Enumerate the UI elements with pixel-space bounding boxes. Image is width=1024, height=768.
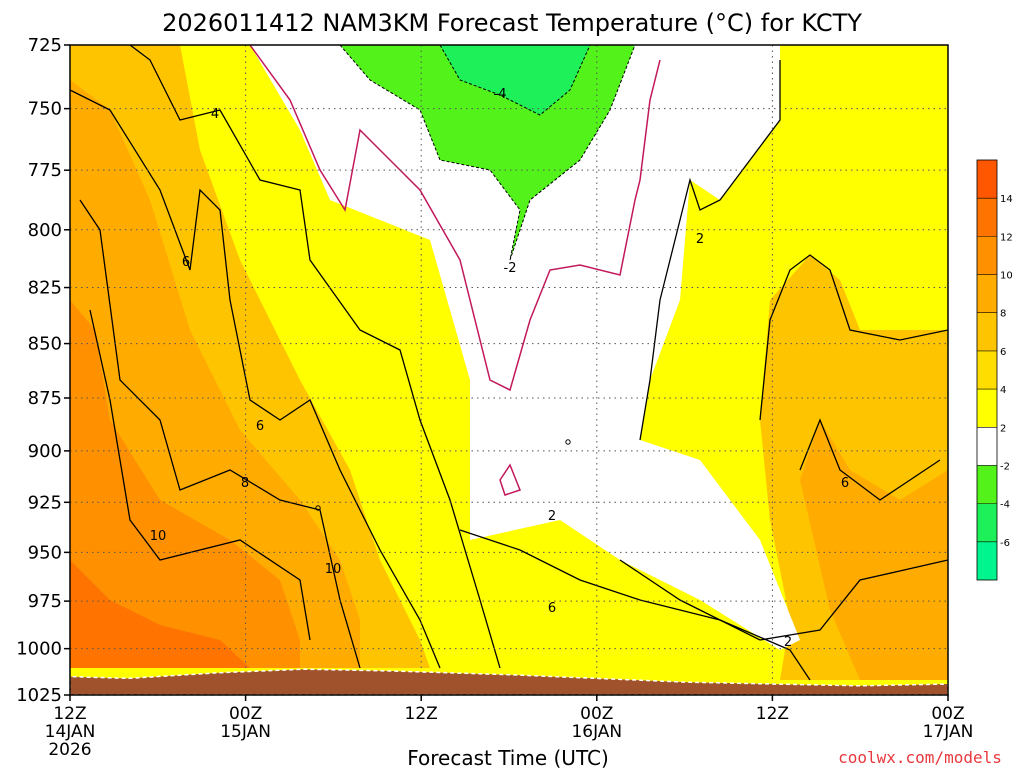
colorbar-segment bbox=[977, 541, 997, 580]
colorbar-tick-label: 8 bbox=[1000, 309, 1006, 320]
colorbar-tick-label: 4 bbox=[1000, 385, 1006, 396]
cold-isotherms bbox=[339, 45, 636, 261]
freezing-line-left bbox=[249, 45, 661, 392]
contour-label: 6 bbox=[182, 255, 190, 270]
colorbar-tick-label: -6 bbox=[1000, 538, 1010, 549]
freezing-contours bbox=[249, 45, 661, 496]
plot-area: -4 -2 4 6 6 8 10 10 6 2 6 2 2 bbox=[69, 44, 949, 696]
colorbar-tick-label: 6 bbox=[1000, 347, 1006, 358]
y-tick-label: 725 bbox=[28, 35, 62, 56]
colorbar-segment bbox=[977, 389, 997, 428]
colorbar-tick-label: -4 bbox=[1000, 500, 1010, 511]
x-tick-label: 12Z bbox=[53, 704, 86, 724]
colorbar-tick-label: 2 bbox=[1000, 423, 1006, 434]
y-tick-label: 875 bbox=[28, 388, 62, 409]
contour-label: 6 bbox=[841, 476, 849, 491]
x-tick-label: 16JAN bbox=[571, 722, 622, 742]
y-tick-label: 800 bbox=[28, 220, 62, 241]
x-tick-label: 15JAN bbox=[220, 722, 271, 742]
colorbar-tick-label: 10 bbox=[1000, 271, 1013, 282]
y-tick-label: 925 bbox=[28, 492, 62, 513]
contour-dot bbox=[565, 439, 571, 445]
contour-label: -2 bbox=[504, 261, 517, 276]
contour-dot bbox=[315, 505, 321, 511]
contour-label: 10 bbox=[325, 562, 342, 577]
contour-label: -4 bbox=[494, 87, 507, 102]
contour-labels: -4 -2 4 6 6 8 10 10 6 2 6 2 2 bbox=[150, 87, 849, 650]
warm-region-left-hot bbox=[70, 300, 300, 668]
y-tick-label: 900 bbox=[28, 441, 62, 462]
x-tick-label: 12Z bbox=[405, 704, 438, 724]
contour-label: 8 bbox=[241, 476, 249, 491]
x-tick-label: 14JAN bbox=[45, 722, 96, 742]
x-tick-label: 17JAN bbox=[923, 722, 974, 742]
x-tick-label: 12Z bbox=[756, 704, 789, 724]
isotherm-2 bbox=[459, 529, 811, 681]
contour-label: 2 bbox=[784, 635, 792, 650]
isotherm-10-left bbox=[89, 309, 311, 641]
x-tick-label: 00Z bbox=[580, 704, 613, 724]
ground-terrain bbox=[69, 668, 949, 696]
colorbar-segment bbox=[977, 427, 997, 466]
contour-label: 6 bbox=[548, 601, 556, 616]
contour-label: 6 bbox=[256, 419, 264, 434]
colorbar-tick-label: 12 bbox=[1000, 232, 1013, 243]
chart-title: 2026011412 NAM3KM Forecast Temperature (… bbox=[162, 9, 862, 37]
green-zone-core bbox=[440, 45, 590, 115]
credit-text: coolwx.com/models bbox=[838, 748, 1002, 767]
isotherm-6-right bbox=[799, 418, 941, 501]
warm-regions bbox=[70, 45, 948, 680]
colorbar-segment bbox=[977, 236, 997, 275]
colorbar-frame bbox=[976, 159, 998, 581]
isotherm-4-lower bbox=[619, 559, 948, 641]
contour-label: 2 bbox=[548, 509, 556, 524]
grid-lines bbox=[70, 45, 948, 695]
colorbar-segment bbox=[977, 312, 997, 351]
colorbar-segment bbox=[977, 274, 997, 313]
contour-label: 2 bbox=[696, 232, 704, 247]
y-tick-label: 975 bbox=[28, 591, 62, 612]
colorbar-segment bbox=[977, 350, 997, 390]
y-tick-label: 825 bbox=[28, 278, 62, 299]
green-zone bbox=[340, 45, 635, 260]
x-axis-label: Forecast Time (UTC) bbox=[407, 746, 609, 768]
colorbar-segment bbox=[977, 503, 997, 542]
y-tick-label: 775 bbox=[28, 160, 62, 181]
isotherm-2-right bbox=[639, 60, 781, 441]
y-tick-label: 1000 bbox=[16, 639, 62, 660]
white-zone bbox=[250, 45, 800, 650]
y-tick-label: 850 bbox=[28, 334, 62, 355]
freezing-region bbox=[250, 45, 800, 650]
y-tick-label: 1025 bbox=[16, 685, 62, 706]
isotherm-4-right bbox=[759, 254, 948, 421]
colorbar-segment bbox=[977, 198, 997, 237]
colorbar-segment bbox=[977, 465, 997, 504]
isotherm-4-left bbox=[129, 45, 501, 669]
freezing-line-small bbox=[499, 463, 521, 496]
warm-region-right-core bbox=[800, 420, 948, 680]
y-tick-label: 950 bbox=[28, 542, 62, 563]
warm-region-left-hottest bbox=[70, 560, 250, 668]
y-tick-label: 750 bbox=[28, 99, 62, 120]
isotherm-8-left bbox=[79, 199, 361, 669]
plot-frame bbox=[69, 44, 949, 696]
y-axis-ticks: 725 750 775 800 825 850 875 900 925 950 975 1000 102… bbox=[16, 35, 70, 706]
contour-label: 4 bbox=[211, 107, 219, 122]
isotherm-6-left bbox=[70, 89, 441, 669]
isotherm-minus4 bbox=[439, 45, 591, 116]
colorbar-segment bbox=[977, 160, 997, 199]
x-tick-label: 00Z bbox=[229, 704, 262, 724]
colorbar-tick-label: 14 bbox=[1000, 194, 1013, 205]
x-tick-label: 00Z bbox=[931, 704, 964, 724]
contour-label: 10 bbox=[150, 529, 167, 544]
isotherm-contours bbox=[70, 45, 948, 681]
colorbar-tick-label: -2 bbox=[1000, 461, 1010, 472]
colorbar: -6 -4 -2 2 4 6 8 10 12 14 bbox=[976, 159, 1013, 581]
isotherm-minus2 bbox=[339, 45, 636, 261]
x-tick-label: 2026 bbox=[48, 740, 91, 760]
